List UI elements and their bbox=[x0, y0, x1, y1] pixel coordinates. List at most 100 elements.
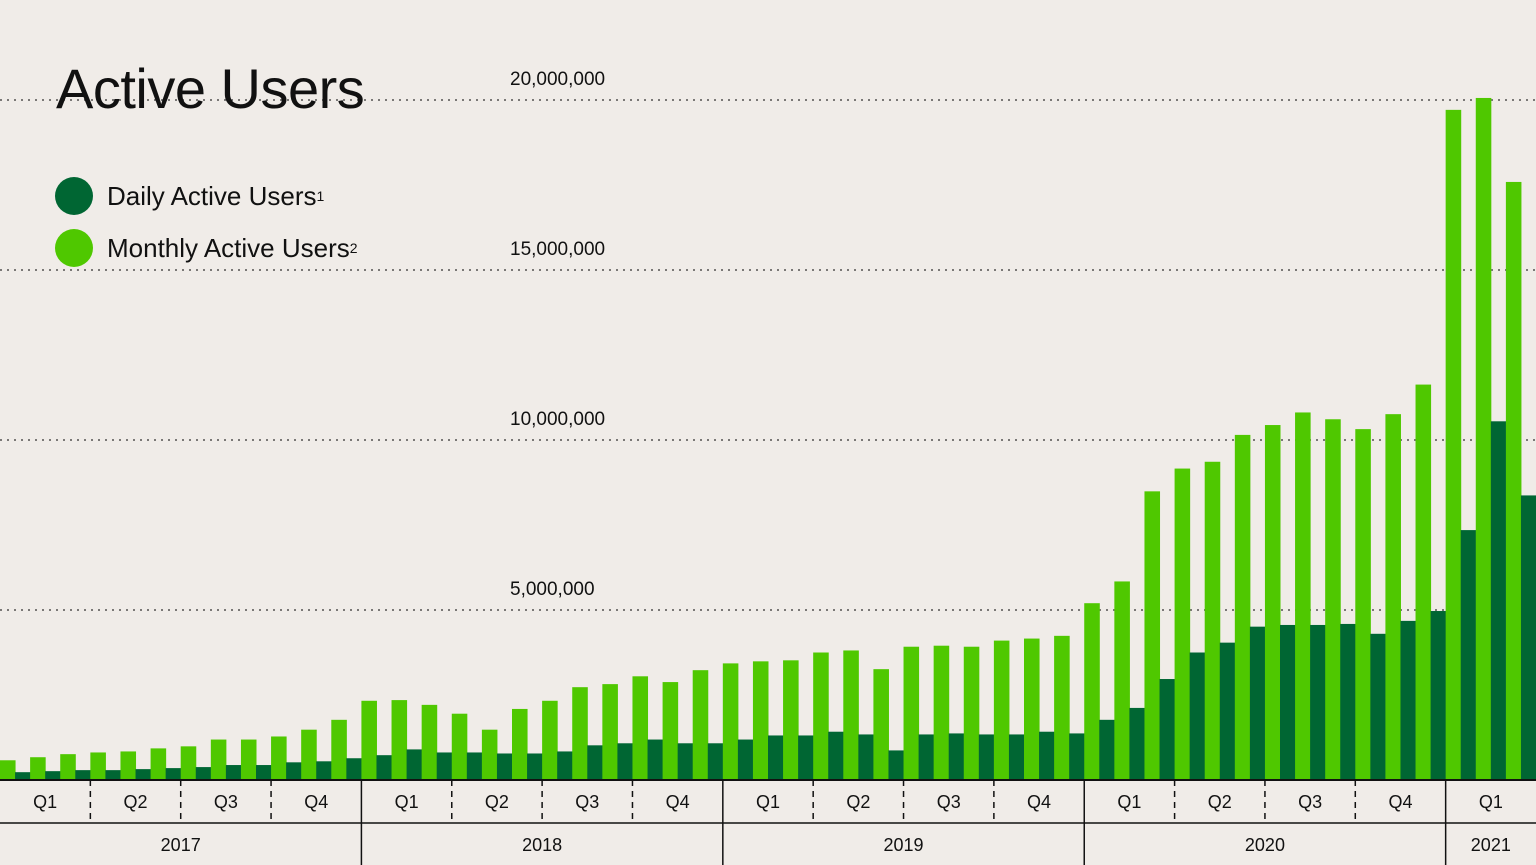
bar-dau bbox=[286, 762, 302, 780]
bar-dau bbox=[1189, 652, 1206, 780]
quarter-label: Q3 bbox=[575, 792, 599, 812]
quarter-label: Q3 bbox=[214, 792, 238, 812]
quarter-label: Q3 bbox=[937, 792, 961, 812]
legend-label-mau: Monthly Active Users bbox=[107, 232, 350, 263]
bar-mau bbox=[150, 748, 167, 780]
bar-dau bbox=[557, 751, 573, 780]
bar-dau bbox=[527, 753, 543, 780]
bar-dau bbox=[888, 750, 905, 780]
bar-mau bbox=[1114, 581, 1130, 780]
quarter-label: Q1 bbox=[395, 792, 419, 812]
year-label: 2020 bbox=[1245, 835, 1285, 855]
quarter-label: Q4 bbox=[304, 792, 328, 812]
bar-dau bbox=[1310, 624, 1326, 780]
bar-mau bbox=[783, 660, 799, 780]
bar-dau bbox=[316, 761, 332, 780]
bar-mau bbox=[271, 736, 287, 780]
bar-mau bbox=[752, 661, 769, 780]
bar-mau bbox=[1505, 181, 1522, 780]
quarter-label: Q1 bbox=[1479, 792, 1503, 812]
bar-mau bbox=[1024, 638, 1040, 780]
legend-item-dau: Daily Active Users 1 bbox=[55, 170, 358, 222]
chart-title: Active Users bbox=[56, 57, 365, 120]
quarter-label: Q1 bbox=[756, 792, 780, 812]
bar-dau bbox=[1249, 626, 1266, 780]
year-label: 2018 bbox=[522, 835, 562, 855]
bar-mau bbox=[331, 719, 347, 780]
bar-mau bbox=[602, 684, 618, 780]
footnote-2: 2 bbox=[349, 240, 358, 256]
bar-dau bbox=[346, 758, 362, 780]
bar-mau bbox=[30, 757, 46, 780]
bar-mau bbox=[1204, 461, 1221, 780]
bar-mau bbox=[512, 708, 528, 780]
bar-mau bbox=[120, 751, 137, 780]
bar-dau bbox=[737, 739, 754, 780]
quarter-label: Q2 bbox=[846, 792, 870, 812]
quarter-label: Q4 bbox=[666, 792, 690, 812]
bar-dau bbox=[1520, 495, 1536, 780]
bar-dau bbox=[15, 772, 31, 780]
bar-dau bbox=[466, 752, 483, 780]
bar-mau bbox=[301, 729, 317, 780]
quarter-label: Q1 bbox=[33, 792, 57, 812]
bar-mau bbox=[993, 640, 1010, 780]
bar-dau bbox=[1400, 620, 1417, 780]
quarter-label: Q4 bbox=[1388, 792, 1412, 812]
bar-dau bbox=[647, 739, 664, 780]
bar-dau bbox=[617, 743, 633, 780]
bar-dau bbox=[135, 769, 152, 780]
y-tick-label: 5,000,000 bbox=[510, 579, 595, 600]
bar-dau bbox=[677, 743, 694, 780]
bar-dau bbox=[1430, 611, 1447, 780]
bar-dau bbox=[1159, 679, 1176, 780]
y-tick-label: 15,000,000 bbox=[510, 239, 605, 260]
bar-dau bbox=[256, 765, 272, 780]
bar-dau bbox=[406, 749, 423, 780]
bar-mau bbox=[240, 739, 257, 780]
bar-mau bbox=[1355, 429, 1371, 780]
bar-mau bbox=[1475, 97, 1492, 780]
bar-mau bbox=[722, 663, 739, 780]
bar-mau bbox=[1295, 412, 1311, 780]
bar-dau bbox=[195, 767, 212, 780]
bar-dau bbox=[1490, 421, 1507, 780]
bar-dau bbox=[798, 735, 814, 780]
footnote-1: 1 bbox=[316, 188, 325, 204]
bar-dau bbox=[105, 770, 121, 780]
bar-dau bbox=[1069, 733, 1085, 780]
bar-dau bbox=[1219, 642, 1236, 780]
bar-mau bbox=[933, 645, 950, 780]
quarter-label: Q2 bbox=[485, 792, 509, 812]
bar-mau bbox=[963, 646, 980, 780]
legend-label-dau: Daily Active Users bbox=[107, 180, 317, 211]
year-label: 2017 bbox=[161, 835, 201, 855]
bar-mau bbox=[90, 752, 106, 780]
bar-dau bbox=[75, 770, 91, 780]
bar-mau bbox=[0, 760, 16, 780]
bar-mau bbox=[1385, 414, 1401, 780]
bar-mau bbox=[1174, 468, 1191, 780]
legend: Daily Active Users 1 Monthly Active Users… bbox=[55, 170, 358, 274]
bar-mau bbox=[451, 713, 468, 780]
bar-dau bbox=[978, 734, 995, 780]
bar-dau bbox=[1460, 530, 1477, 780]
bar-mau bbox=[662, 682, 679, 780]
bar-mau bbox=[210, 739, 227, 780]
bar-dau bbox=[948, 733, 965, 780]
bar-mau bbox=[391, 700, 408, 780]
bar-dau bbox=[1099, 719, 1115, 780]
legend-swatch-mau bbox=[55, 229, 93, 267]
bar-mau bbox=[1144, 491, 1161, 780]
bar-mau bbox=[1415, 384, 1432, 780]
bar-dau bbox=[918, 734, 935, 780]
quarter-label: Q2 bbox=[124, 792, 148, 812]
year-label: 2019 bbox=[884, 835, 924, 855]
quarter-label: Q4 bbox=[1027, 792, 1051, 812]
bar-mau bbox=[903, 646, 920, 780]
legend-item-mau: Monthly Active Users 2 bbox=[55, 222, 358, 274]
legend-swatch-dau bbox=[55, 177, 93, 215]
bar-mau bbox=[1325, 419, 1341, 780]
bar-mau bbox=[692, 670, 709, 780]
